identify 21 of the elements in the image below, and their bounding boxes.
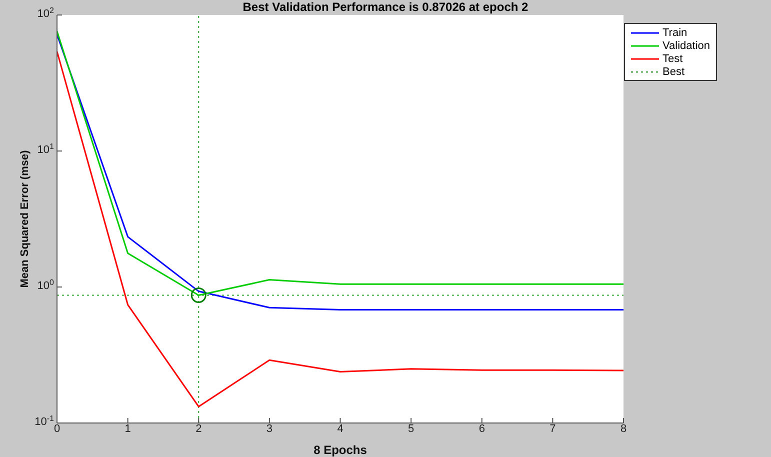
legend-label: Best	[662, 66, 685, 78]
chart-title: Best Validation Performance is 0.87026 at epoch 2	[242, 0, 528, 14]
x-tick-label: 7	[550, 422, 556, 435]
x-axis-title: 8 Epochs	[314, 443, 368, 457]
legend-label: Test	[662, 52, 683, 64]
y-tick-label: 10$^{1}$	[37, 142, 55, 156]
legend-label: Validation	[662, 40, 710, 52]
x-tick-label: 4	[337, 422, 344, 435]
x-tick-label: 8	[620, 422, 627, 435]
line-series	[57, 50, 624, 408]
y-tick-label: 10$^{2}$	[37, 6, 55, 20]
x-tick-label: 2	[196, 422, 202, 435]
x-tick-label: 1	[124, 422, 131, 435]
x-tick-label: 3	[266, 422, 272, 435]
y-tick-label: 10$^{-1}$	[34, 414, 55, 428]
x-tick-label: 0	[54, 422, 60, 435]
y-axis-title: Mean Squared Error (mse)	[18, 150, 31, 288]
legend-label: Train	[662, 26, 688, 38]
x-tick-label: 6	[478, 422, 485, 435]
x-tick-label: 5	[408, 422, 414, 435]
y-tick-label: 10$^{0}$	[37, 278, 55, 292]
